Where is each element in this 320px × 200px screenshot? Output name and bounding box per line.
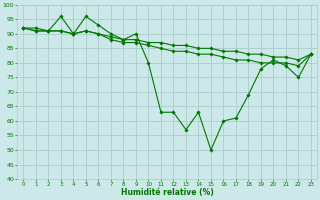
X-axis label: Humidité relative (%): Humidité relative (%) [121, 188, 213, 197]
